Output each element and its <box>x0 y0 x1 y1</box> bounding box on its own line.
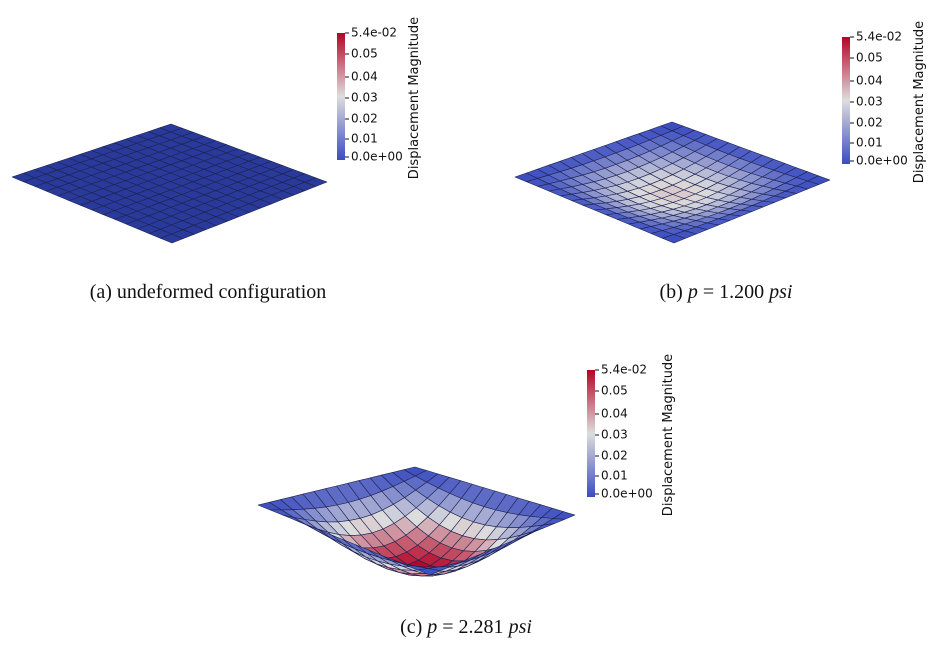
colorbar <box>842 37 850 164</box>
colorbar-tick-label: 5.4e-02 <box>351 26 397 40</box>
mesh <box>515 122 830 243</box>
caption-part: p <box>425 616 437 638</box>
colorbar-tick-label: 0.02 <box>856 116 883 130</box>
colorbar-tick-label: 0.02 <box>351 112 378 126</box>
colorbar <box>337 33 345 160</box>
colorbar-tick-label: 0.03 <box>601 428 628 442</box>
figure: 5.4e-02 0.05 0.04 0.03 0.02 0.01 0.0e+00 Displa… <box>0 0 930 647</box>
colorbar-tick-label: 0.04 <box>856 74 883 88</box>
caption: (c) p = 2.281 psi <box>400 616 532 638</box>
colorbar-tick-label: 0.01 <box>351 132 378 146</box>
colorbar-title: Displacement Magnitude <box>661 354 676 516</box>
caption-part: = 1.200 <box>698 281 769 303</box>
mesh <box>12 124 327 243</box>
caption-part: (c) <box>400 616 427 638</box>
colorbar-tick-label: 0.03 <box>351 91 378 105</box>
colorbar-tick-label: 0.02 <box>601 449 628 463</box>
colorbar-tick-label: 0.05 <box>856 51 883 65</box>
caption: (a) undeformed configuration <box>90 281 327 303</box>
colorbar-tick-label: 0.03 <box>856 95 883 109</box>
mesh <box>258 467 575 576</box>
colorbar-tick-label: 0.01 <box>856 136 883 150</box>
colorbar-tick-label: 0.01 <box>601 469 628 483</box>
caption-part: (a) undeformed configuration <box>90 281 327 303</box>
caption-part: = 2.281 <box>437 616 508 638</box>
colorbar-tick-label: 5.4e-02 <box>601 363 647 377</box>
caption-part: p <box>686 281 698 303</box>
colorbar-tick-label: 0.0e+00 <box>601 487 653 501</box>
colorbar-tick-label: 0.04 <box>601 407 628 421</box>
colorbar-tick-label: 0.05 <box>351 47 378 61</box>
colorbar-tick-label: 0.0e+00 <box>856 154 908 168</box>
colorbar-tick-label: 0.05 <box>601 384 628 398</box>
colorbar-tick-label: 5.4e-02 <box>856 30 902 44</box>
colorbar-title: Displacement Magnitude <box>407 17 422 179</box>
colorbar-tick-label: 0.0e+00 <box>351 150 403 164</box>
colorbar-tick-label: 0.04 <box>351 70 378 84</box>
caption-part: (b) <box>660 281 688 303</box>
caption-part: psi <box>767 281 792 303</box>
caption: (b) p = 1.200 psi <box>660 281 793 303</box>
caption-part: psi <box>507 616 532 638</box>
colorbar-title: Displacement Magnitude <box>912 21 927 183</box>
colorbar <box>587 370 595 497</box>
